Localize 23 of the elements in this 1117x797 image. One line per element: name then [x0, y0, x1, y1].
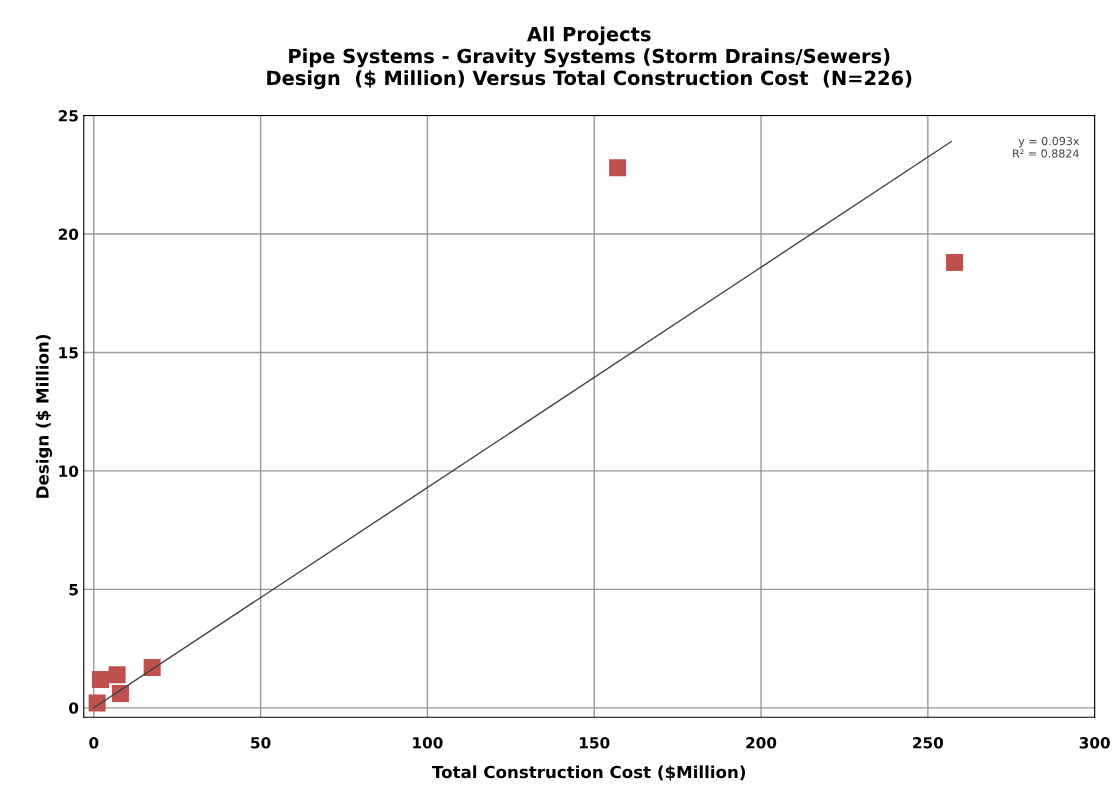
y-tick-label: 0: [69, 702, 79, 714]
x-tick-label: 100: [413, 737, 443, 749]
y-tick-label: 5: [69, 584, 78, 596]
x-axis-title: Total Construction Cost ($Million): [432, 765, 746, 781]
point: [108, 666, 126, 684]
y-tick-label: 25: [58, 110, 78, 122]
point: [111, 685, 129, 703]
point: [91, 670, 109, 688]
x-tick-label: 150: [580, 737, 610, 749]
point: [609, 159, 627, 177]
x-tick-label: 250: [913, 737, 944, 749]
x-tick-label: 50: [251, 737, 271, 749]
x-tick-label: 0: [89, 737, 99, 749]
y-tick-label: 15: [59, 347, 78, 359]
y-tick-label: 20: [58, 228, 79, 241]
y-axis-title: Design ($ Million): [35, 334, 53, 498]
point: [88, 694, 106, 712]
chart-title: All Projects Pipe Systems - Gravity Systems (Storm Drains/Sewers) Design ($ Million) Versus Total Construction Cost (N=226): [267, 26, 912, 90]
point: [946, 253, 964, 271]
y-tick-label: 10: [59, 465, 79, 477]
annotation: y = 0.093x R² = 0.8824: [1013, 136, 1080, 158]
x-tick-label: 200: [746, 737, 777, 749]
x-tick-label: 300: [1079, 737, 1110, 749]
